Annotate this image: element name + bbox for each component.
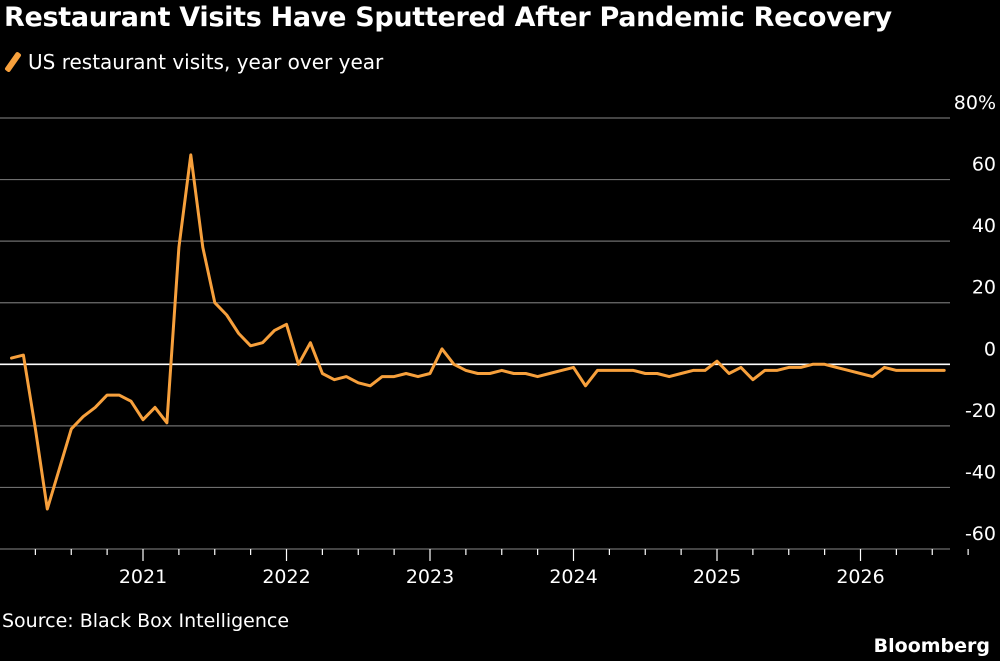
x-axis-ticks: 2021 2022 2023 2024 2025 2026 xyxy=(34,549,969,588)
x-tick-label: 2022 xyxy=(262,566,310,588)
series-layer xyxy=(10,153,946,511)
grid-lines xyxy=(0,117,950,550)
y-tick-label: 0 xyxy=(984,338,996,360)
y-tick-label: -20 xyxy=(965,400,996,422)
y-tick-label: -60 xyxy=(965,523,996,545)
x-tick-label: 2025 xyxy=(693,566,741,588)
y-axis-ticks: 80% 60 40 20 0 -20 -40 -60 xyxy=(954,92,996,545)
series-line xyxy=(10,153,946,511)
x-tick-label: 2023 xyxy=(406,566,454,588)
x-tick-label: 2021 xyxy=(119,566,167,588)
chart-title: Restaurant Visits Have Sputtered After P… xyxy=(4,2,892,33)
x-tick-label: 2024 xyxy=(549,566,597,588)
legend-label: US restaurant visits, year over year xyxy=(28,50,384,74)
bloomberg-logo: Bloomberg xyxy=(873,635,990,657)
y-tick-label: 60 xyxy=(972,154,996,176)
x-tick-label: 2026 xyxy=(836,566,884,588)
legend: US restaurant visits, year over year xyxy=(4,50,383,74)
source-note: Source: Black Box Intelligence xyxy=(2,610,290,632)
y-tick-label: 40 xyxy=(972,215,996,237)
y-tick-label: 80% xyxy=(954,92,996,114)
y-tick-label: 20 xyxy=(972,277,996,299)
y-tick-label: -40 xyxy=(965,461,996,483)
